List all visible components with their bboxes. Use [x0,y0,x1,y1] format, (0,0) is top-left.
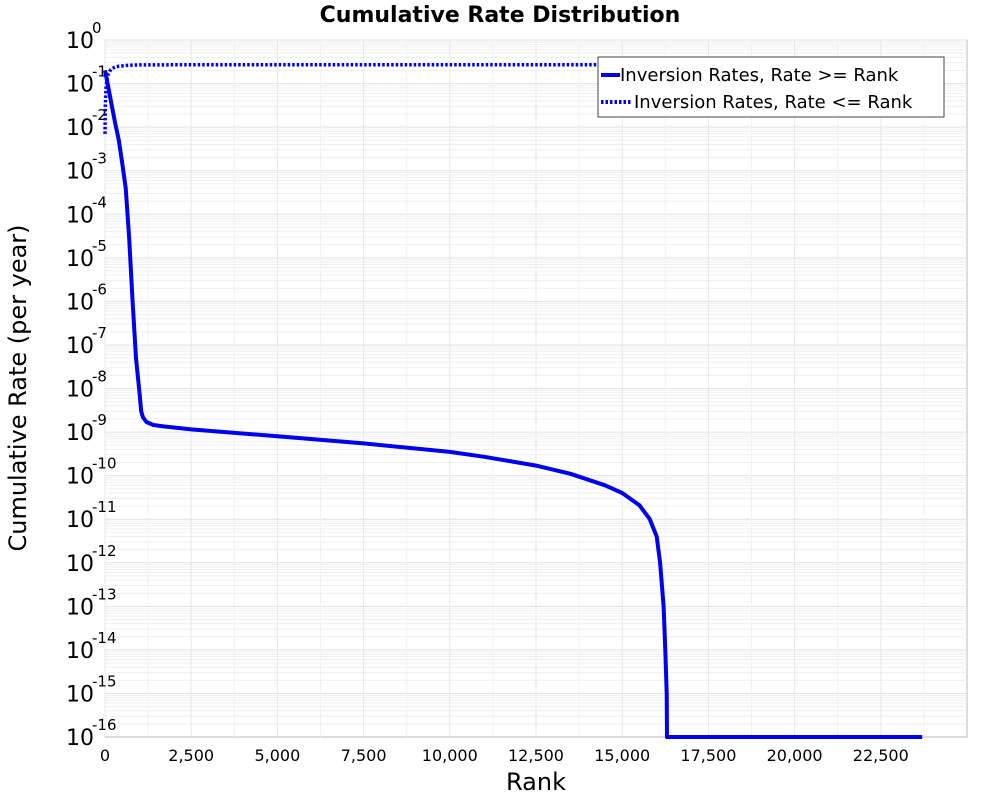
y-tick-label: 10 [66,247,94,272]
y-tick-exponent: -9 [92,411,107,429]
y-tick-label: 10 [66,508,94,533]
y-tick-exponent: -15 [92,672,117,690]
y-tick-exponent: -14 [92,629,117,647]
y-axis-label: Cumulative Rate (per year) [4,224,32,551]
series-line-rate-le-rank [103,63,923,134]
y-tick-exponent: -11 [92,498,117,516]
y-tick-label: 10 [66,160,94,185]
y-tick-exponent: -2 [92,106,107,124]
y-tick-exponent: -10 [92,455,117,473]
x-tick-label: 0 [100,746,110,765]
y-tick-exponent: -1 [92,63,107,81]
y-tick-label: 10 [66,116,94,141]
y-tick-label: 10 [66,552,94,577]
y-tick-exponent: -7 [92,324,107,342]
x-tick-label: 2,500 [168,746,214,765]
y-tick-exponent: -8 [92,368,107,386]
y-tick-exponent: -4 [92,193,107,211]
y-tick-label: 10 [66,29,94,54]
y-tick-label: 10 [66,290,94,315]
legend: Inversion Rates, Rate >= Rank Inversion … [597,56,945,118]
x-tick-label: 15,000 [594,746,650,765]
y-tick-label: 10 [66,421,94,446]
y-tick-label: 10 [66,203,94,228]
y-tick-label: 10 [66,639,94,664]
series-lines [103,63,923,739]
x-tick-label: 10,000 [422,746,478,765]
y-tick-label: 10 [66,334,94,359]
y-tick-labels: 10010-110-210-310-410-510-610-710-810-91… [66,19,117,751]
x-tick-labels: 0 2,500 5,000 7,500 10,000 12,500 15,000 17,500… [100,746,909,765]
x-tick-label: 22,500 [853,746,909,765]
y-tick-label: 10 [66,465,94,490]
x-tick-label: 7,500 [341,746,387,765]
chart-title: Cumulative Rate Distribution [320,3,681,28]
legend-item-rate-le-rank: Inversion Rates, Rate <= Rank [634,92,913,113]
y-tick-exponent: -16 [92,716,117,734]
y-tick-exponent: -13 [92,585,117,603]
y-tick-label: 10 [66,595,94,620]
y-tick-exponent: -6 [92,280,107,298]
grid-lines [104,39,967,737]
x-tick-label: 12,500 [508,746,564,765]
legend-box [597,56,945,118]
x-tick-label: 5,000 [254,746,300,765]
y-tick-label: 10 [66,378,94,403]
x-tick-label: 17,500 [680,746,736,765]
series-line-rate-ge-rank [103,70,923,739]
y-tick-label: 10 [66,682,94,707]
y-tick-label: 10 [66,726,94,751]
legend-item-rate-ge-rank: Inversion Rates, Rate >= Rank [620,65,899,86]
x-tick-label: 20,000 [767,746,823,765]
y-tick-exponent: -12 [92,542,117,560]
y-tick-exponent: 0 [92,19,102,37]
y-tick-exponent: -5 [92,237,107,255]
x-axis-label: Rank [506,768,566,796]
y-tick-label: 10 [66,73,94,98]
y-tick-exponent: -3 [92,150,107,168]
